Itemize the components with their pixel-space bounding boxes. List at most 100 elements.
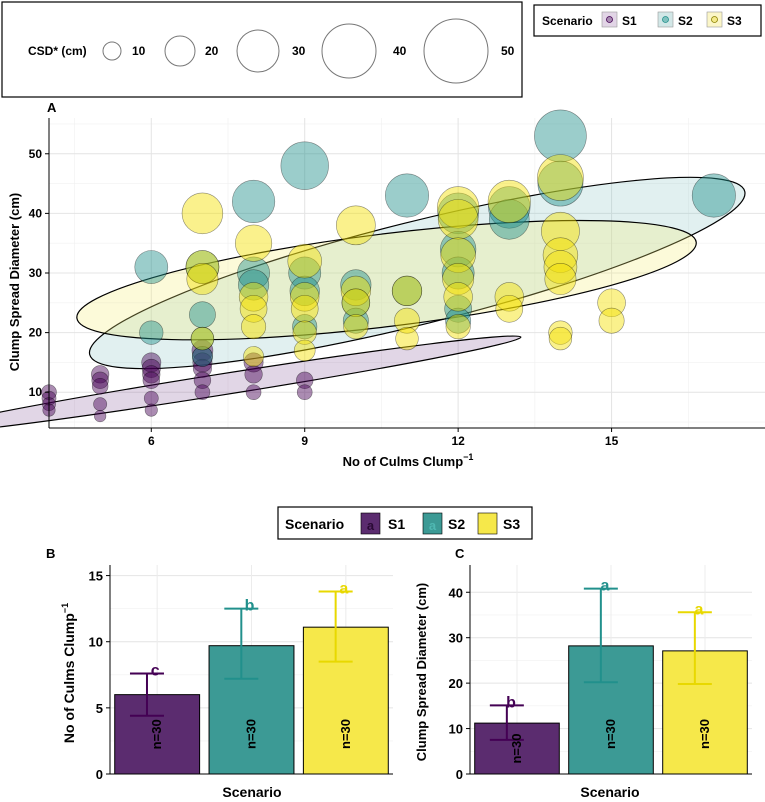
- panel-a-points: [41, 109, 736, 423]
- point-s1: [192, 358, 212, 378]
- point-s3: [395, 326, 419, 351]
- bar-legend-key-s2: [422, 512, 443, 535]
- point-s2: [391, 275, 423, 306]
- point-s3: [548, 326, 573, 351]
- bar-legend-glyph-s2: a: [429, 518, 437, 533]
- size-legend-circle-30: [236, 29, 280, 73]
- point-s3: [186, 262, 219, 295]
- panel-a-axes: 6 9 12 15 10 20 30 40 50: [29, 118, 765, 448]
- y-tick-label: 20: [449, 676, 463, 691]
- point-s1: [192, 352, 213, 373]
- legend-key-s1-dot: [606, 16, 613, 23]
- point-s3: [235, 224, 273, 262]
- size-legend-circle-10: [102, 41, 122, 61]
- point-s1: [245, 384, 262, 401]
- panel-b: B c n=30 b n=30 a n=30 0 5 10 15 Scenario No of …: [46, 546, 393, 800]
- legend-key-s2-dot: [662, 16, 669, 23]
- color-legend-label-s2: S2: [678, 14, 693, 28]
- color-legend-title: Scenario: [542, 14, 593, 28]
- point-s3: [190, 326, 215, 351]
- point-s1: [142, 365, 161, 384]
- point-s1: [244, 365, 263, 384]
- size-legend-label-20: 20: [205, 44, 219, 58]
- point-s1: [142, 371, 160, 389]
- point-s2: [534, 109, 587, 163]
- n-label-s3: n=30: [338, 719, 353, 749]
- point-s3: [598, 307, 625, 334]
- y-tick-label: 40: [29, 206, 43, 220]
- point-s3: [238, 282, 269, 312]
- point-s1: [144, 403, 158, 417]
- point-s3: [185, 250, 220, 284]
- point-s3: [440, 237, 476, 273]
- point-s3: [243, 346, 264, 367]
- point-s2: [342, 307, 369, 334]
- point-s1: [91, 378, 109, 395]
- y-tick-label: 30: [449, 631, 463, 646]
- point-s3: [443, 282, 473, 312]
- n-label-s2: n=30: [603, 719, 618, 749]
- n-label-s1: n=30: [509, 734, 524, 764]
- panel-b-y-axis-title: No of Culms Clump−1: [60, 603, 77, 743]
- point-s2: [185, 250, 220, 284]
- point-s3: [341, 288, 371, 318]
- point-s2: [341, 288, 371, 318]
- point-s2: [488, 186, 531, 229]
- point-s2: [691, 173, 736, 218]
- x-tick-label: 12: [451, 434, 465, 448]
- panel-a-y-axis-title: Clump Spread Diameter (cm): [7, 193, 22, 371]
- y-tick-label: 10: [449, 722, 463, 737]
- bar-s1: [114, 694, 201, 775]
- panel-a: A 6 9 12 15 10 20 30 40 50 No of Culms Clump−1 C…: [0, 100, 765, 469]
- point-s3: [336, 205, 376, 246]
- size-legend-frame: [1, 1, 523, 98]
- bar-legend-glyph-s3: a: [484, 518, 492, 533]
- point-s2: [237, 256, 270, 290]
- point-s3: [343, 314, 369, 340]
- bar-s3: [662, 650, 748, 775]
- point-s2: [134, 250, 169, 284]
- y-tick-label: 10: [89, 635, 103, 650]
- bar-legend-glyph-s1: a: [367, 518, 375, 533]
- y-tick-label: 30: [29, 266, 43, 280]
- point-s3: [241, 314, 267, 340]
- x-tick-label: 6: [148, 434, 155, 448]
- x-tick-label: 9: [301, 434, 308, 448]
- point-s2: [192, 346, 213, 367]
- y-tick-label: 10: [29, 385, 43, 399]
- panel-c-tag: C: [455, 546, 465, 561]
- color-legend-frame: [533, 4, 762, 37]
- point-s1: [192, 346, 213, 367]
- point-s1: [94, 409, 107, 423]
- panel-c-x-axis-title: Scenario: [580, 784, 639, 800]
- y-tick-label: 20: [29, 326, 43, 340]
- size-legend-circle-40: [321, 23, 377, 79]
- size-legend-circle-50: [423, 18, 489, 84]
- point-s2: [444, 294, 472, 323]
- point-s2: [489, 199, 530, 240]
- point-s3: [340, 275, 371, 306]
- color-legend-label-s1: S1: [622, 14, 637, 28]
- bar-legend-key-s3: [477, 512, 498, 535]
- point-s3: [391, 275, 423, 306]
- y-tick-label: 5: [96, 701, 103, 716]
- point-s1: [296, 384, 313, 401]
- panel-c-bars: b n=30 a n=30 a n=30: [474, 578, 748, 775]
- ellipse-s1: [0, 335, 522, 435]
- point-s1: [93, 397, 108, 412]
- panel-b-tag: B: [46, 546, 55, 561]
- bar-legend: Scenario a S1 a S2 a S3: [277, 506, 533, 540]
- significance-letter-s2: a: [601, 578, 610, 595]
- point-s3: [239, 294, 268, 323]
- panel-c-axes: 0 10 20 30 40: [449, 565, 752, 782]
- y-tick-label: 15: [89, 569, 103, 584]
- point-s3: [487, 179, 531, 224]
- point-s3: [541, 211, 580, 251]
- point-s1: [194, 384, 211, 401]
- panel-b-axes: 0 5 10 15: [89, 565, 393, 782]
- point-s2: [289, 275, 320, 306]
- point-s3: [290, 282, 320, 312]
- significance-letter-s3: a: [339, 580, 348, 597]
- bar-s3: [302, 626, 389, 775]
